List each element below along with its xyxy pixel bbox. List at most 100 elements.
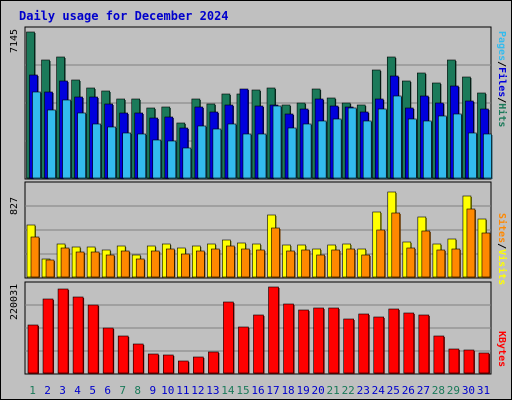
legend-entry: Sites	[496, 213, 507, 244]
pages-bar	[392, 95, 402, 179]
graph-title: Daily usage for December 2024	[19, 9, 229, 23]
kbytes-bar	[162, 354, 174, 374]
day-tick-label: 8	[134, 384, 141, 397]
legend-entry: Pages	[496, 31, 507, 62]
day-tick-label: 20	[312, 384, 325, 397]
pages-bar	[468, 132, 477, 179]
sites-bar	[361, 254, 371, 278]
kbytes-bar	[373, 316, 385, 374]
kbytes-bar	[478, 352, 490, 374]
pages-bar	[257, 133, 267, 179]
pages-bar	[167, 140, 177, 179]
sites-bar	[60, 247, 70, 278]
kbytes-bar	[253, 314, 264, 374]
sites-bar	[150, 250, 160, 278]
sites-bar	[211, 248, 220, 278]
sites-bar	[30, 236, 40, 278]
pages-bar	[227, 123, 237, 179]
legend-entry: Hits	[496, 103, 507, 128]
visits-axis-max-label: 827	[9, 196, 20, 215]
kbytes-bar	[463, 349, 475, 374]
kbytes-bar	[27, 324, 39, 374]
sites-bar	[75, 251, 85, 278]
day-tick-label: 12	[191, 384, 204, 397]
day-tick-label: 2	[44, 384, 51, 397]
sites-bar	[466, 208, 476, 278]
sites-bar	[406, 247, 416, 278]
kbytes-bar	[238, 326, 249, 374]
sites-bar	[481, 232, 491, 278]
kbytes-bar	[268, 286, 279, 374]
pages-bar	[377, 108, 387, 179]
kbytes-bar	[193, 356, 204, 374]
kbytes-bar	[208, 351, 219, 374]
kbytes-bar	[102, 327, 114, 374]
kbytes-bar	[117, 335, 129, 374]
kbytes-bar	[313, 307, 324, 374]
day-tick-label: 21	[327, 384, 340, 397]
kbytes-bar	[57, 288, 69, 374]
day-tick-label: 26	[402, 384, 415, 397]
kbytes-bar	[388, 308, 400, 374]
kbytes-bar	[418, 314, 430, 374]
pages-bar	[212, 128, 222, 179]
pages-bar	[62, 99, 71, 179]
day-tick-label: 28	[432, 384, 445, 397]
sites-bar	[376, 229, 386, 278]
pages-bar	[438, 115, 447, 179]
day-tick-label: 23	[357, 384, 370, 397]
kbytes-bar	[433, 335, 445, 374]
day-tick-label: 1	[29, 384, 36, 397]
sites-bar	[256, 249, 265, 278]
day-tick-label: 31	[477, 384, 490, 397]
kbytes-bar	[223, 301, 234, 374]
day-tick-label: 29	[447, 384, 460, 397]
sites-bar	[391, 212, 401, 278]
pages-bar	[483, 133, 492, 179]
sites-bar	[451, 248, 461, 278]
day-tick-label: 14	[221, 384, 235, 397]
kbytes-bar	[42, 298, 54, 374]
day-tick-label: 25	[387, 384, 400, 397]
sites-bar	[436, 249, 446, 278]
pages-bar	[332, 118, 342, 179]
day-tick-label: 17	[266, 384, 279, 397]
day-tick-label: 19	[296, 384, 309, 397]
pages-bar	[453, 113, 462, 179]
kbytes-bar	[298, 309, 309, 374]
pages-bar	[32, 91, 41, 179]
pages-bar	[77, 112, 86, 179]
kbytes-bar	[72, 296, 84, 374]
hits-axis-max-label: 7145	[9, 28, 20, 53]
kbytes-bar	[448, 348, 460, 374]
pages-bar	[408, 118, 417, 179]
sites-bar	[331, 249, 340, 278]
kbytes-bar	[358, 313, 370, 374]
kbytes-bar	[328, 307, 339, 374]
sites-bar	[181, 253, 190, 278]
day-tick-label: 15	[236, 384, 249, 397]
day-tick-label: 10	[161, 384, 174, 397]
pages-bar	[122, 132, 131, 179]
sites-bar	[421, 230, 431, 278]
legend-entry: Visits	[496, 249, 507, 286]
pages-bar	[197, 125, 207, 179]
kbytes-bar	[178, 360, 189, 374]
pages-bar	[423, 120, 432, 179]
pages-bar	[287, 127, 297, 179]
sites-bar	[241, 248, 250, 278]
sites-bar	[346, 248, 355, 278]
day-tick-label: 5	[89, 384, 96, 397]
legend-entry: KBytes	[496, 331, 507, 368]
kbytes-bar	[403, 312, 415, 374]
sites-bar	[135, 258, 145, 278]
pages-bar	[137, 133, 147, 179]
sites-bar	[286, 250, 295, 278]
day-tick-label: 24	[372, 384, 386, 397]
day-tick-label: 3	[59, 384, 66, 397]
pages-bar	[182, 147, 192, 179]
sites-bar	[226, 245, 235, 278]
right-legend-label: Pages/Files/Hits	[496, 31, 507, 127]
